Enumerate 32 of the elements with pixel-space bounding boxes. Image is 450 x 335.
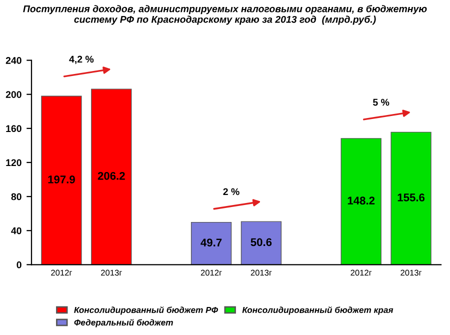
annotation: 5 % bbox=[372, 98, 390, 106]
bar bbox=[41, 96, 82, 265]
bar bbox=[240, 221, 282, 265]
y-tick-label: 0 bbox=[16, 261, 22, 268]
x-tick-label: 2013г bbox=[400, 270, 422, 276]
data-label: 148.2 bbox=[348, 196, 375, 205]
data-label: 49.7 bbox=[200, 238, 222, 246]
y-tick-label: 240 bbox=[6, 57, 22, 64]
y-tick-label: 160 bbox=[6, 125, 22, 132]
data-label: 206.2 bbox=[98, 172, 125, 180]
y-tick-label: 80 bbox=[11, 193, 22, 200]
x-tick-label: 2012г bbox=[200, 270, 222, 276]
y-tick-label: 200 bbox=[6, 91, 22, 98]
data-label: 155.6 bbox=[398, 194, 425, 202]
x-tick-label: 2013г bbox=[250, 270, 272, 276]
legend-label: Консолидированный бюджет края bbox=[242, 306, 394, 315]
legend-label: Консолидированный бюджет РФ bbox=[74, 306, 218, 315]
annotation: 4,2 % bbox=[69, 56, 94, 64]
bar bbox=[340, 138, 382, 265]
x-tick-label: 2012г bbox=[350, 270, 372, 276]
data-label: 50.6 bbox=[250, 238, 272, 246]
x-tick-label: 2012г bbox=[51, 270, 72, 276]
data-label: 197.9 bbox=[48, 176, 75, 184]
bar bbox=[190, 222, 232, 265]
annotation: 2 % bbox=[223, 188, 240, 196]
bar bbox=[91, 88, 132, 265]
y-tick-label: 120 bbox=[6, 159, 22, 166]
chart-title: Поступления доходов, администрируемых налоговыми органами, в бюджетную систему РФ по Краснодарскому краю за 2013 год (млрд.руб.) bbox=[23, 5, 427, 25]
bar bbox=[390, 132, 432, 265]
legend-label: Федеральный бюджет bbox=[74, 319, 173, 328]
x-tick-label: 2013г bbox=[101, 270, 122, 276]
y-tick-label: 40 bbox=[11, 227, 22, 234]
